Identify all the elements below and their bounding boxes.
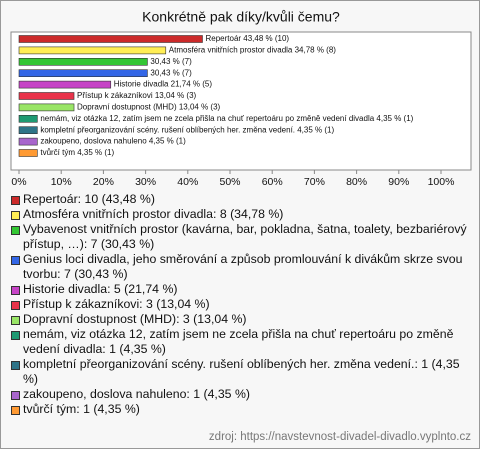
bar: [18, 115, 38, 123]
x-tick-label: 70%: [304, 176, 325, 188]
legend-item: Vybavenost vnitřních prostor (kavárna, b…: [11, 222, 473, 252]
legend-item: zakoupeno, doslova nahuleno: 1 (4,35 %): [11, 387, 473, 402]
legend-item: Historie divadla: 5 (21,74 %): [11, 282, 473, 297]
legend-swatch: [11, 286, 20, 295]
legend-swatch: [11, 301, 20, 310]
legend-label: Dopravní dostupnost (MHD): 3 (13,04 %): [23, 312, 247, 326]
legend-item: Atmosféra vnitřních prostor divadla: 8 (…: [11, 207, 473, 222]
x-tick-label: 80%: [346, 176, 367, 188]
bar: [18, 46, 167, 55]
legend-swatch: [11, 391, 20, 400]
legend-swatch: [11, 406, 20, 415]
legend-swatch: [11, 331, 20, 340]
legend-swatch: [11, 361, 20, 370]
x-tick-label: 20%: [93, 176, 114, 188]
legend-item: Repertoár: 10 (43,48 %): [11, 192, 473, 207]
legend: Repertoár: 10 (43,48 %) Atmosféra vnitřní…: [11, 192, 473, 417]
legend-label: tvůrčí tým: 1 (4,35 %): [23, 402, 140, 416]
bar: [18, 57, 148, 66]
plot-frame: [10, 31, 472, 171]
bar-label: kompletní přeorganizování scény. rušení …: [40, 125, 334, 134]
legend-label: Genius loci divadla, jeho směrování a zp…: [23, 252, 463, 281]
legend-label: Atmosféra vnitřních prostor divadla: 8 (…: [23, 207, 284, 221]
bar: [18, 35, 203, 43]
legend-item: Dopravní dostupnost (MHD): 3 (13,04 %): [11, 312, 473, 327]
legend-item: Přístup k zákazníkovi: 3 (13,04 %): [11, 297, 473, 312]
bar-label: Repertoár 43,48 % (10): [205, 34, 289, 43]
bar: [18, 92, 75, 100]
bar-label: 30,43 % (7): [150, 57, 192, 66]
legend-label: Repertoár: 10 (43,48 %): [23, 192, 155, 206]
x-tick-label: 100%: [428, 176, 455, 188]
bar: [18, 126, 38, 134]
legend-swatch: [11, 256, 20, 265]
x-tick-label: 90%: [388, 176, 409, 188]
legend-item: kompletní přeorganizování scény. rušení …: [11, 357, 473, 387]
x-tick-label: 60%: [262, 176, 283, 188]
x-tick-label: 10%: [51, 176, 72, 188]
legend-label: zakoupeno, doslova nahuleno: 1 (4,35 %): [23, 387, 250, 401]
bar-label: Atmosféra vnitřních prostor divadla 34,7…: [169, 46, 337, 55]
bar-label: tvůrčí tým 4,35 % (1): [40, 148, 114, 157]
bar-label: 30,43 % (7): [150, 68, 192, 77]
legend-label: Přístup k zákazníkovi: 3 (13,04 %): [23, 297, 210, 311]
legend-item: nemám, viz otázka 12, zatím jsem ne zcel…: [11, 327, 473, 357]
legend-item: tvůrčí tým: 1 (4,35 %): [11, 402, 473, 417]
legend-label: nemám, viz otázka 12, zatím jsem ne zcel…: [23, 327, 454, 356]
x-tick-label: 40%: [177, 176, 198, 188]
legend-swatch: [11, 211, 20, 220]
legend-item: Genius loci divadla, jeho směrování a zp…: [11, 252, 473, 282]
legend-swatch: [11, 316, 20, 325]
bar: [18, 103, 75, 112]
bar: [18, 137, 38, 146]
bar-label: zakoupeno, doslova nahuleno 4,35 % (1): [40, 137, 186, 146]
bar: [18, 80, 112, 89]
bar-label: Historie divadla 21,74 % (5): [114, 80, 213, 89]
bar: [18, 149, 38, 157]
legend-label: kompletní přeorganizování scény. rušení …: [23, 357, 460, 386]
chart: Konkrétně pak díky/kvůli čemu? 0% 10% 20% 3…: [10, 9, 472, 188]
x-tick-label: 50%: [219, 176, 240, 188]
x-tick-label: 0%: [11, 176, 26, 188]
bar-label: Dopravní dostupnost (MHD) 13,04 % (3): [77, 103, 221, 112]
legend-swatch: [11, 196, 20, 205]
source: zdroj: https://navstevnost-divadel-divad…: [208, 431, 471, 443]
legend-label: Historie divadla: 5 (21,74 %): [23, 282, 178, 296]
bar-label: nemám, viz otázka 12, zatím jsem ne zcel…: [40, 114, 413, 123]
legend-label: Vybavenost vnitřních prostor (kavárna, b…: [23, 222, 467, 251]
bar-label: Přístup k zákazníkovi 13,04 % (3): [77, 91, 197, 100]
bar: [18, 69, 148, 77]
x-tick-label: 30%: [135, 176, 156, 188]
legend-swatch: [11, 226, 20, 235]
chart-title: Konkrétně pak díky/kvůli čemu?: [142, 9, 340, 25]
